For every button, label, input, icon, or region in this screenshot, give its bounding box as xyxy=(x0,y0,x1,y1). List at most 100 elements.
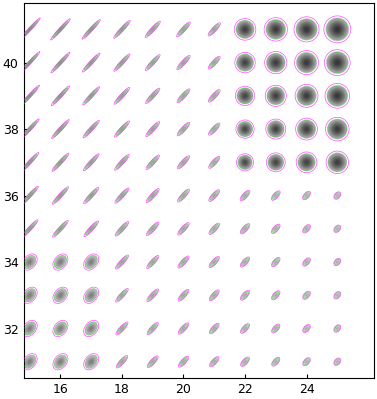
Ellipse shape xyxy=(178,23,189,36)
Ellipse shape xyxy=(274,227,277,230)
Ellipse shape xyxy=(117,323,127,334)
Ellipse shape xyxy=(119,226,125,232)
Ellipse shape xyxy=(25,323,35,334)
Ellipse shape xyxy=(305,194,308,197)
Ellipse shape xyxy=(303,26,310,33)
Ellipse shape xyxy=(244,227,246,230)
Ellipse shape xyxy=(272,324,280,333)
Ellipse shape xyxy=(336,361,339,363)
Ellipse shape xyxy=(244,294,247,297)
Ellipse shape xyxy=(177,22,190,36)
Ellipse shape xyxy=(336,326,339,330)
Ellipse shape xyxy=(151,293,155,297)
Ellipse shape xyxy=(273,358,279,365)
Ellipse shape xyxy=(59,227,62,231)
Ellipse shape xyxy=(269,89,282,103)
Ellipse shape xyxy=(118,257,126,267)
Ellipse shape xyxy=(86,91,96,101)
Ellipse shape xyxy=(149,192,156,199)
Ellipse shape xyxy=(120,227,124,231)
Ellipse shape xyxy=(213,128,216,130)
Ellipse shape xyxy=(213,127,216,131)
Ellipse shape xyxy=(303,259,310,266)
Ellipse shape xyxy=(59,161,61,164)
Ellipse shape xyxy=(242,93,248,99)
Ellipse shape xyxy=(242,226,247,231)
Ellipse shape xyxy=(182,194,185,197)
Ellipse shape xyxy=(182,360,185,363)
Ellipse shape xyxy=(211,292,217,298)
Ellipse shape xyxy=(213,161,215,164)
Ellipse shape xyxy=(88,259,94,265)
Ellipse shape xyxy=(150,59,156,66)
Ellipse shape xyxy=(182,361,185,363)
Ellipse shape xyxy=(84,155,98,170)
Ellipse shape xyxy=(179,224,188,233)
Ellipse shape xyxy=(27,259,32,265)
Ellipse shape xyxy=(58,226,63,232)
Ellipse shape xyxy=(239,123,251,135)
Ellipse shape xyxy=(121,227,123,230)
Ellipse shape xyxy=(242,192,248,200)
Ellipse shape xyxy=(242,193,248,198)
Ellipse shape xyxy=(28,94,31,98)
Ellipse shape xyxy=(272,358,279,365)
Ellipse shape xyxy=(212,60,216,65)
Ellipse shape xyxy=(55,257,66,268)
Ellipse shape xyxy=(210,357,219,367)
Ellipse shape xyxy=(89,293,93,297)
Ellipse shape xyxy=(150,93,155,99)
Ellipse shape xyxy=(305,227,308,231)
Ellipse shape xyxy=(146,55,159,70)
Ellipse shape xyxy=(148,157,157,167)
Ellipse shape xyxy=(85,189,97,202)
Ellipse shape xyxy=(335,293,340,298)
Ellipse shape xyxy=(244,327,246,330)
Ellipse shape xyxy=(181,93,186,99)
Ellipse shape xyxy=(58,192,63,199)
Ellipse shape xyxy=(336,28,339,31)
Ellipse shape xyxy=(181,293,186,298)
Ellipse shape xyxy=(87,158,95,166)
Ellipse shape xyxy=(177,56,190,69)
Ellipse shape xyxy=(25,24,34,34)
Ellipse shape xyxy=(149,358,156,365)
Ellipse shape xyxy=(242,60,248,65)
Ellipse shape xyxy=(335,94,340,98)
Ellipse shape xyxy=(272,192,279,200)
Ellipse shape xyxy=(28,61,32,65)
Ellipse shape xyxy=(149,225,156,233)
Ellipse shape xyxy=(152,128,154,130)
Ellipse shape xyxy=(267,87,284,104)
Ellipse shape xyxy=(328,153,346,171)
Ellipse shape xyxy=(295,18,318,41)
Ellipse shape xyxy=(244,360,246,363)
Ellipse shape xyxy=(299,89,314,103)
Ellipse shape xyxy=(146,22,159,36)
Ellipse shape xyxy=(213,294,215,296)
Ellipse shape xyxy=(150,225,156,232)
Ellipse shape xyxy=(334,259,340,265)
Ellipse shape xyxy=(336,261,339,263)
Ellipse shape xyxy=(57,92,64,100)
Ellipse shape xyxy=(212,326,217,331)
Ellipse shape xyxy=(243,194,247,198)
Ellipse shape xyxy=(303,358,310,365)
Ellipse shape xyxy=(241,324,249,333)
Ellipse shape xyxy=(118,158,126,167)
Ellipse shape xyxy=(306,228,307,229)
Ellipse shape xyxy=(84,122,98,136)
Ellipse shape xyxy=(213,62,215,63)
Ellipse shape xyxy=(212,160,216,164)
Ellipse shape xyxy=(180,325,187,332)
Ellipse shape xyxy=(149,158,157,167)
Ellipse shape xyxy=(21,120,38,138)
Ellipse shape xyxy=(24,24,35,35)
Ellipse shape xyxy=(150,359,155,365)
Ellipse shape xyxy=(305,227,308,230)
Ellipse shape xyxy=(179,125,187,133)
Ellipse shape xyxy=(148,323,158,334)
Ellipse shape xyxy=(244,361,246,362)
Ellipse shape xyxy=(148,124,158,134)
Ellipse shape xyxy=(20,19,40,40)
